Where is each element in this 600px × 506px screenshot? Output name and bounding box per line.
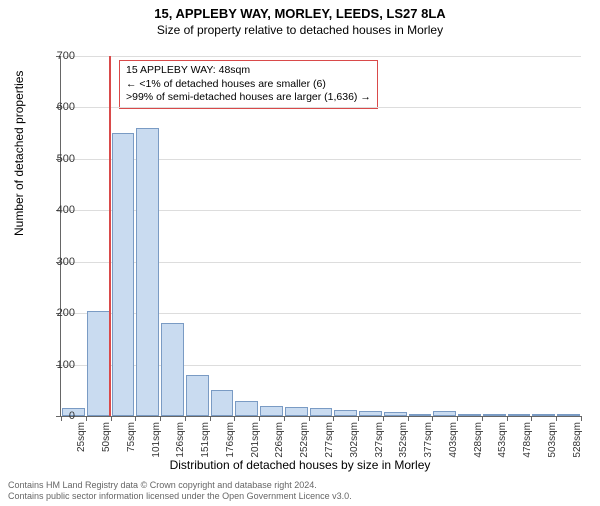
x-tick-label: 352sqm	[398, 422, 409, 458]
x-tick-mark	[581, 416, 582, 421]
y-tick-label: 500	[45, 153, 75, 165]
x-axis-label: Distribution of detached houses by size …	[0, 458, 600, 472]
bar	[384, 412, 407, 416]
bar	[409, 414, 432, 416]
x-tick-mark	[309, 416, 310, 421]
bar	[260, 406, 283, 416]
bar	[557, 414, 580, 416]
y-tick-label: 400	[45, 204, 75, 216]
annotation-line-1: 15 APPLEBY WAY: 48sqm	[126, 64, 371, 78]
footer-line-1: Contains HM Land Registry data © Crown c…	[8, 480, 352, 491]
x-tick-mark	[86, 416, 87, 421]
bar	[458, 414, 481, 416]
x-tick-label: 75sqm	[126, 422, 137, 452]
x-tick-label: 226sqm	[274, 422, 285, 458]
x-tick-label: 201sqm	[250, 422, 261, 458]
x-tick-mark	[507, 416, 508, 421]
x-tick-mark	[482, 416, 483, 421]
x-tick-mark	[556, 416, 557, 421]
title-sub: Size of property relative to detached ho…	[0, 23, 600, 37]
y-tick-label: 600	[45, 101, 75, 113]
bar	[186, 375, 209, 416]
grid-line	[61, 56, 581, 57]
bar	[532, 414, 555, 416]
x-tick-label: 478sqm	[522, 422, 533, 458]
x-tick-mark	[383, 416, 384, 421]
x-tick-label: 453sqm	[497, 422, 508, 458]
annotation-line-2: ← <1% of detached houses are smaller (6)	[126, 78, 371, 92]
x-tick-label: 151sqm	[200, 422, 211, 458]
bar	[508, 414, 531, 416]
bar	[483, 414, 506, 416]
chart-area: 15 APPLEBY WAY: 48sqm ← <1% of detached …	[60, 56, 581, 417]
x-tick-label: 101sqm	[151, 422, 162, 458]
grid-line	[61, 107, 581, 108]
y-tick-label: 200	[45, 307, 75, 319]
x-tick-label: 503sqm	[547, 422, 558, 458]
x-tick-label: 126sqm	[175, 422, 186, 458]
x-tick-label: 252sqm	[299, 422, 310, 458]
title-main: 15, APPLEBY WAY, MORLEY, LEEDS, LS27 8LA	[0, 6, 600, 21]
x-tick-label: 528sqm	[572, 422, 583, 458]
bar	[235, 401, 258, 416]
x-tick-mark	[234, 416, 235, 421]
bar	[112, 133, 135, 416]
bar	[136, 128, 159, 416]
x-tick-mark	[358, 416, 359, 421]
x-tick-label: 50sqm	[101, 422, 112, 452]
x-tick-label: 403sqm	[448, 422, 459, 458]
bar	[285, 407, 308, 416]
x-tick-label: 428sqm	[473, 422, 484, 458]
y-tick-label: 0	[45, 410, 75, 422]
x-tick-mark	[408, 416, 409, 421]
annotation-line-3: >99% of semi-detached houses are larger …	[126, 91, 371, 105]
x-tick-mark	[160, 416, 161, 421]
y-tick-label: 100	[45, 359, 75, 371]
x-tick-mark	[259, 416, 260, 421]
property-marker-line	[109, 56, 111, 416]
x-tick-mark	[531, 416, 532, 421]
x-tick-mark	[333, 416, 334, 421]
y-tick-label: 300	[45, 256, 75, 268]
x-tick-mark	[111, 416, 112, 421]
bar	[87, 311, 110, 416]
bar	[433, 411, 456, 416]
bar	[211, 390, 234, 416]
bar	[161, 323, 184, 416]
x-tick-mark	[432, 416, 433, 421]
x-tick-label: 377sqm	[423, 422, 434, 458]
x-tick-label: 327sqm	[374, 422, 385, 458]
bar	[334, 410, 357, 416]
x-tick-mark	[135, 416, 136, 421]
footer-text: Contains HM Land Registry data © Crown c…	[8, 480, 352, 503]
x-tick-label: 302sqm	[349, 422, 360, 458]
x-tick-mark	[210, 416, 211, 421]
bar	[359, 411, 382, 416]
x-tick-mark	[457, 416, 458, 421]
bar	[310, 408, 333, 416]
x-tick-label: 176sqm	[225, 422, 236, 458]
x-tick-mark	[284, 416, 285, 421]
x-tick-label: 25sqm	[76, 422, 87, 452]
y-axis-label: Number of detached properties	[12, 71, 26, 236]
annotation-box: 15 APPLEBY WAY: 48sqm ← <1% of detached …	[119, 60, 378, 109]
x-tick-label: 277sqm	[324, 422, 335, 458]
footer-line-2: Contains public sector information licen…	[8, 491, 352, 502]
y-tick-label: 700	[45, 50, 75, 62]
x-tick-mark	[185, 416, 186, 421]
